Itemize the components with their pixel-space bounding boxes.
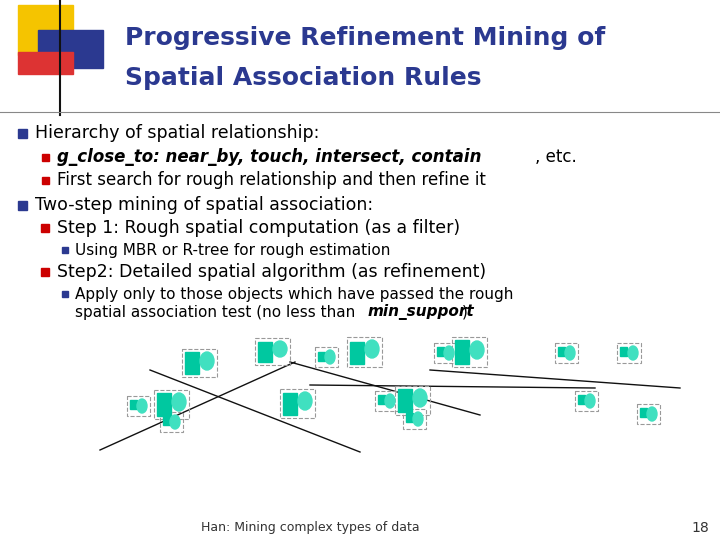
Ellipse shape: [172, 393, 186, 411]
Bar: [403, 409, 426, 429]
Ellipse shape: [647, 407, 657, 421]
Bar: [315, 347, 338, 367]
Text: spatial association test (no less than: spatial association test (no less than: [75, 305, 360, 320]
Text: Han: Mining complex types of data: Han: Mining complex types of data: [201, 522, 419, 535]
Bar: [558, 347, 565, 356]
Ellipse shape: [137, 399, 147, 413]
Ellipse shape: [200, 352, 214, 370]
Bar: [42, 153, 48, 160]
Ellipse shape: [444, 346, 454, 360]
Bar: [637, 404, 660, 424]
Ellipse shape: [413, 389, 427, 407]
Bar: [395, 386, 430, 415]
Bar: [434, 343, 457, 363]
Bar: [575, 391, 598, 411]
Bar: [406, 413, 413, 422]
Text: Step 1: Rough spatial computation (as a filter): Step 1: Rough spatial computation (as a …: [57, 219, 460, 237]
Bar: [157, 393, 171, 416]
Bar: [41, 224, 49, 232]
Ellipse shape: [413, 412, 423, 426]
Bar: [160, 412, 183, 432]
Ellipse shape: [385, 394, 395, 408]
Bar: [258, 342, 272, 362]
Bar: [62, 291, 68, 297]
Bar: [18, 5, 73, 55]
Text: Hierarchy of spatial relationship:: Hierarchy of spatial relationship:: [35, 124, 320, 142]
Text: Using MBR or R-tree for rough estimation: Using MBR or R-tree for rough estimation: [75, 242, 390, 258]
Text: ): ): [462, 305, 468, 320]
Ellipse shape: [470, 341, 484, 359]
Ellipse shape: [565, 346, 575, 360]
Bar: [620, 347, 627, 356]
Bar: [555, 343, 578, 363]
Bar: [347, 337, 382, 367]
Bar: [398, 389, 412, 412]
Bar: [185, 352, 199, 374]
Ellipse shape: [365, 340, 379, 358]
Bar: [350, 342, 364, 364]
Bar: [255, 338, 290, 365]
Bar: [375, 391, 398, 411]
Bar: [163, 416, 170, 425]
Text: Progressive Refinement Mining of: Progressive Refinement Mining of: [125, 26, 606, 50]
Bar: [17, 129, 27, 138]
Bar: [127, 396, 150, 416]
Bar: [41, 268, 49, 276]
Text: First search for rough relationship and then refine it: First search for rough relationship and …: [57, 171, 486, 189]
Ellipse shape: [585, 394, 595, 408]
Text: 18: 18: [691, 521, 709, 535]
Text: Spatial Association Rules: Spatial Association Rules: [125, 66, 482, 90]
Text: Apply only to those objects which have passed the rough: Apply only to those objects which have p…: [75, 287, 513, 301]
Ellipse shape: [325, 350, 335, 364]
Bar: [38, 30, 103, 68]
Bar: [18, 52, 73, 74]
Text: , etc.: , etc.: [535, 148, 577, 166]
Ellipse shape: [298, 392, 312, 410]
Ellipse shape: [170, 415, 180, 429]
Bar: [283, 393, 297, 415]
Text: Step2: Detailed spatial algorithm (as refinement): Step2: Detailed spatial algorithm (as re…: [57, 263, 486, 281]
Bar: [62, 247, 68, 253]
Bar: [318, 352, 325, 361]
Bar: [640, 408, 647, 417]
Text: g_close_to: near_by, touch, intersect, contain: g_close_to: near_by, touch, intersect, c…: [57, 148, 482, 166]
Bar: [455, 340, 469, 364]
Ellipse shape: [273, 341, 287, 357]
Bar: [578, 395, 585, 404]
Bar: [130, 400, 137, 409]
Bar: [437, 347, 444, 356]
Bar: [42, 177, 48, 184]
Bar: [17, 200, 27, 210]
Ellipse shape: [628, 346, 638, 360]
Bar: [154, 390, 189, 419]
Text: Two-step mining of spatial association:: Two-step mining of spatial association:: [35, 196, 373, 214]
Text: min_support: min_support: [368, 304, 474, 320]
Bar: [378, 395, 385, 404]
Bar: [280, 389, 315, 418]
Bar: [617, 343, 641, 363]
Bar: [182, 349, 217, 377]
Bar: [452, 337, 487, 367]
